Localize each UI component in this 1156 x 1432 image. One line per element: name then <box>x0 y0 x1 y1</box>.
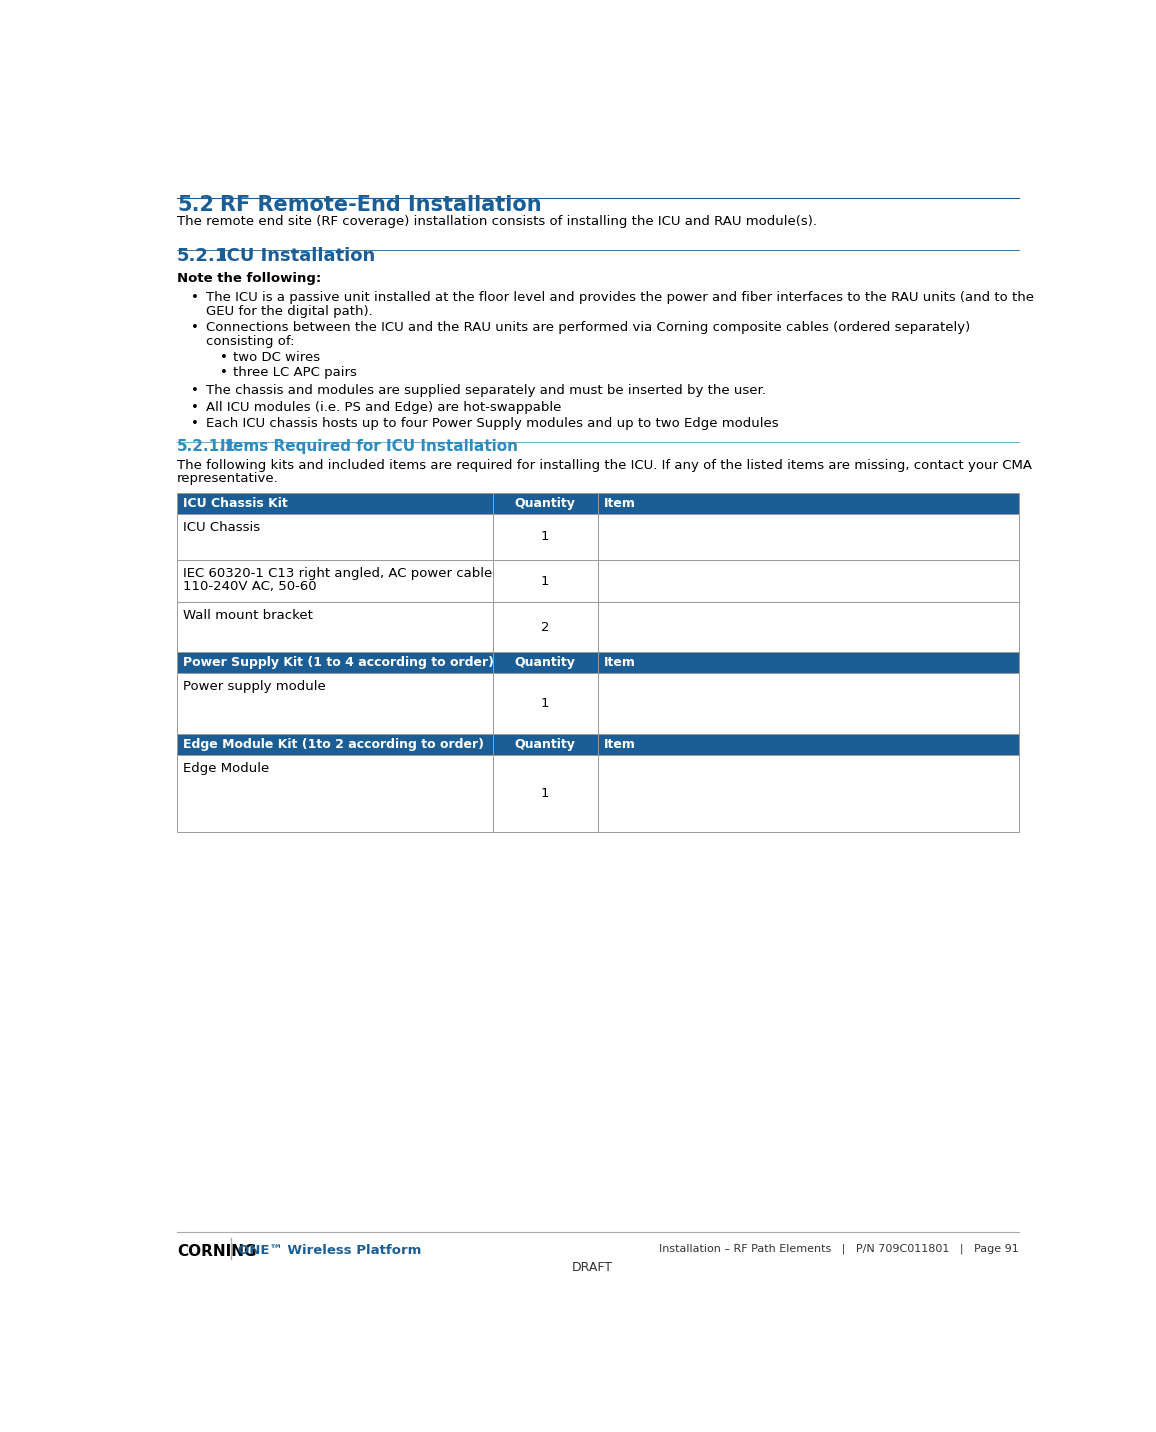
Text: ICU Chassis: ICU Chassis <box>184 521 260 534</box>
Bar <box>598 493 1018 514</box>
Text: •: • <box>191 401 199 414</box>
Text: Power supply module: Power supply module <box>184 680 326 693</box>
Bar <box>177 514 492 560</box>
Bar <box>177 560 492 603</box>
Bar <box>492 755 598 832</box>
Text: Edge Module: Edge Module <box>184 762 269 775</box>
Text: 5.2.1.1: 5.2.1.1 <box>177 438 236 454</box>
Bar <box>177 653 492 673</box>
Text: Power Supply Kit (1 to 4 according to order): Power Supply Kit (1 to 4 according to or… <box>184 656 495 669</box>
Text: 110-240V AC, 50-60: 110-240V AC, 50-60 <box>184 580 317 593</box>
Text: ONE™ Wireless Platform: ONE™ Wireless Platform <box>237 1243 421 1257</box>
Text: GEU for the digital path).: GEU for the digital path). <box>207 305 373 318</box>
Text: Installation – RF Path Elements   |   P/N 709C011801   |   Page 91: Installation – RF Path Elements | P/N 70… <box>659 1243 1018 1254</box>
Text: CORNING: CORNING <box>177 1243 257 1259</box>
Bar <box>177 735 492 755</box>
Bar <box>492 673 598 735</box>
Text: Item: Item <box>605 737 636 750</box>
Bar <box>492 653 598 673</box>
Text: Each ICU chassis hosts up to four Power Supply modules and up to two Edge module: Each ICU chassis hosts up to four Power … <box>207 418 779 431</box>
Text: •: • <box>220 351 228 364</box>
Text: RF Remote-End Installation: RF Remote-End Installation <box>220 195 541 215</box>
Text: 5.2: 5.2 <box>177 195 214 215</box>
Text: Quantity: Quantity <box>514 656 576 669</box>
Text: 5.2.1: 5.2.1 <box>177 248 228 265</box>
Text: •: • <box>191 384 199 397</box>
Bar <box>492 560 598 603</box>
Text: Edge Module Kit (1to 2 according to order): Edge Module Kit (1to 2 according to orde… <box>184 737 484 750</box>
Text: •: • <box>191 321 199 334</box>
Bar <box>598 653 1018 673</box>
Bar <box>492 493 598 514</box>
Text: 2: 2 <box>541 621 549 634</box>
Text: Connections between the ICU and the RAU units are performed via Corning composit: Connections between the ICU and the RAU … <box>207 321 971 334</box>
Text: 1: 1 <box>541 530 549 543</box>
Text: Quantity: Quantity <box>514 737 576 750</box>
Text: Note the following:: Note the following: <box>177 272 321 285</box>
Bar <box>177 755 492 832</box>
Text: Item: Item <box>605 656 636 669</box>
Text: Quantity: Quantity <box>514 497 576 510</box>
Bar <box>598 755 1018 832</box>
Text: •: • <box>191 291 199 304</box>
Text: DRAFT: DRAFT <box>572 1262 613 1274</box>
Text: IEC 60320-1 C13 right angled, AC power cable: IEC 60320-1 C13 right angled, AC power c… <box>184 567 492 580</box>
Text: •: • <box>191 418 199 431</box>
Text: •: • <box>220 367 228 379</box>
Bar <box>177 673 492 735</box>
Text: The following kits and included items are required for installing the ICU. If an: The following kits and included items ar… <box>177 458 1032 471</box>
Text: representative.: representative. <box>177 473 279 485</box>
Text: 1: 1 <box>541 697 549 710</box>
Text: Wall mount bracket: Wall mount bracket <box>184 609 313 621</box>
Bar <box>492 735 598 755</box>
Text: The ICU is a passive unit installed at the floor level and provides the power an: The ICU is a passive unit installed at t… <box>207 291 1035 304</box>
Bar <box>177 493 492 514</box>
Bar <box>492 603 598 653</box>
Bar <box>598 514 1018 560</box>
Text: 1: 1 <box>541 786 549 799</box>
Text: Items Required for ICU Installation: Items Required for ICU Installation <box>220 438 518 454</box>
Text: three LC APC pairs: three LC APC pairs <box>232 367 357 379</box>
Bar <box>598 673 1018 735</box>
Bar <box>598 560 1018 603</box>
Bar <box>492 514 598 560</box>
Text: All ICU modules (i.e. PS and Edge) are hot-swappable: All ICU modules (i.e. PS and Edge) are h… <box>207 401 562 414</box>
Text: consisting of:: consisting of: <box>207 335 295 348</box>
Bar <box>177 603 492 653</box>
Bar <box>598 735 1018 755</box>
Bar <box>598 603 1018 653</box>
Text: two DC wires: two DC wires <box>232 351 320 364</box>
Text: ICU Chassis Kit: ICU Chassis Kit <box>184 497 288 510</box>
Text: 1: 1 <box>541 574 549 587</box>
Text: Item: Item <box>605 497 636 510</box>
Text: ICU Installation: ICU Installation <box>220 248 375 265</box>
Text: The chassis and modules are supplied separately and must be inserted by the user: The chassis and modules are supplied sep… <box>207 384 766 397</box>
Text: The remote end site (RF coverage) installation consists of installing the ICU an: The remote end site (RF coverage) instal… <box>177 215 817 228</box>
